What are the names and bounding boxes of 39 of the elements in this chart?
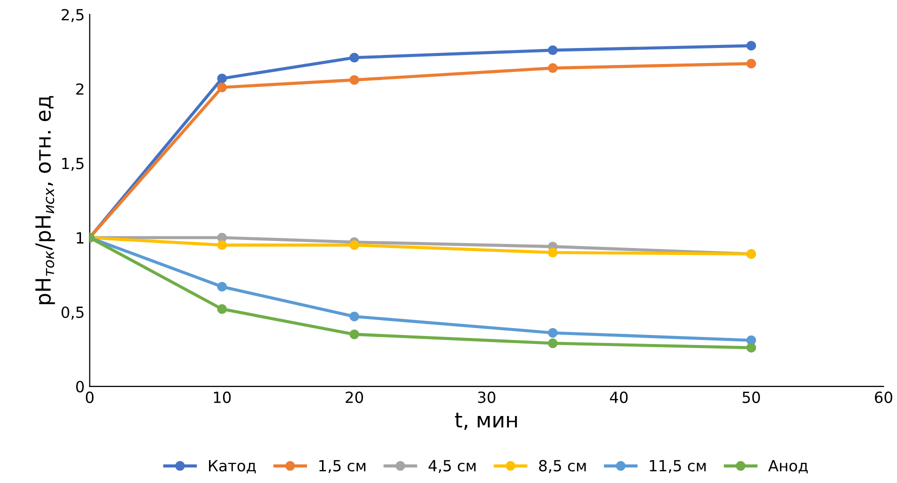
y-tick-label: 0: [76, 380, 84, 392]
y-tick-label: 2,5: [62, 8, 84, 22]
point: [746, 40, 756, 51]
point: [548, 338, 558, 348]
x-tick-label: 60: [874, 392, 892, 404]
x-tick-label: 50: [742, 392, 760, 404]
point: [217, 240, 227, 250]
y-axis-title: pH$_{ток}$/pH$_{исх}$, отн. ед: [35, 96, 55, 304]
legend-label: 4,5 см: [428, 460, 476, 474]
x-tick-label: 30: [478, 392, 496, 404]
point: [548, 248, 558, 258]
x-tick-label: 40: [610, 392, 628, 404]
point: [746, 342, 756, 353]
point: [217, 82, 227, 92]
x-tick-label: 0: [86, 392, 94, 404]
y-tick-label: 0,5: [62, 306, 84, 320]
x-tick-label: 20: [346, 392, 364, 404]
point: [746, 58, 756, 68]
point: [548, 63, 558, 73]
point: [217, 74, 227, 84]
point: [349, 329, 360, 340]
y-tick-label: 1,5: [62, 158, 84, 171]
x-tick-label: 10: [214, 392, 231, 404]
y-tick-label: 2: [76, 83, 84, 95]
point: [217, 282, 227, 292]
point: [349, 52, 360, 62]
point: [349, 75, 360, 85]
point: [548, 328, 558, 338]
point: [349, 240, 360, 250]
legend-label: 1,5 см: [319, 460, 366, 474]
legend-label: 8,5 см: [539, 460, 586, 474]
legend-label: Анод: [768, 460, 808, 474]
legend-label: 11,5 см: [650, 460, 706, 474]
point: [217, 304, 227, 314]
point: [548, 45, 558, 56]
point: [349, 312, 360, 322]
legend-label: Катод: [209, 460, 256, 474]
x-axis-title: t, мин: [455, 412, 517, 430]
y-tick-label: 1: [76, 232, 84, 244]
